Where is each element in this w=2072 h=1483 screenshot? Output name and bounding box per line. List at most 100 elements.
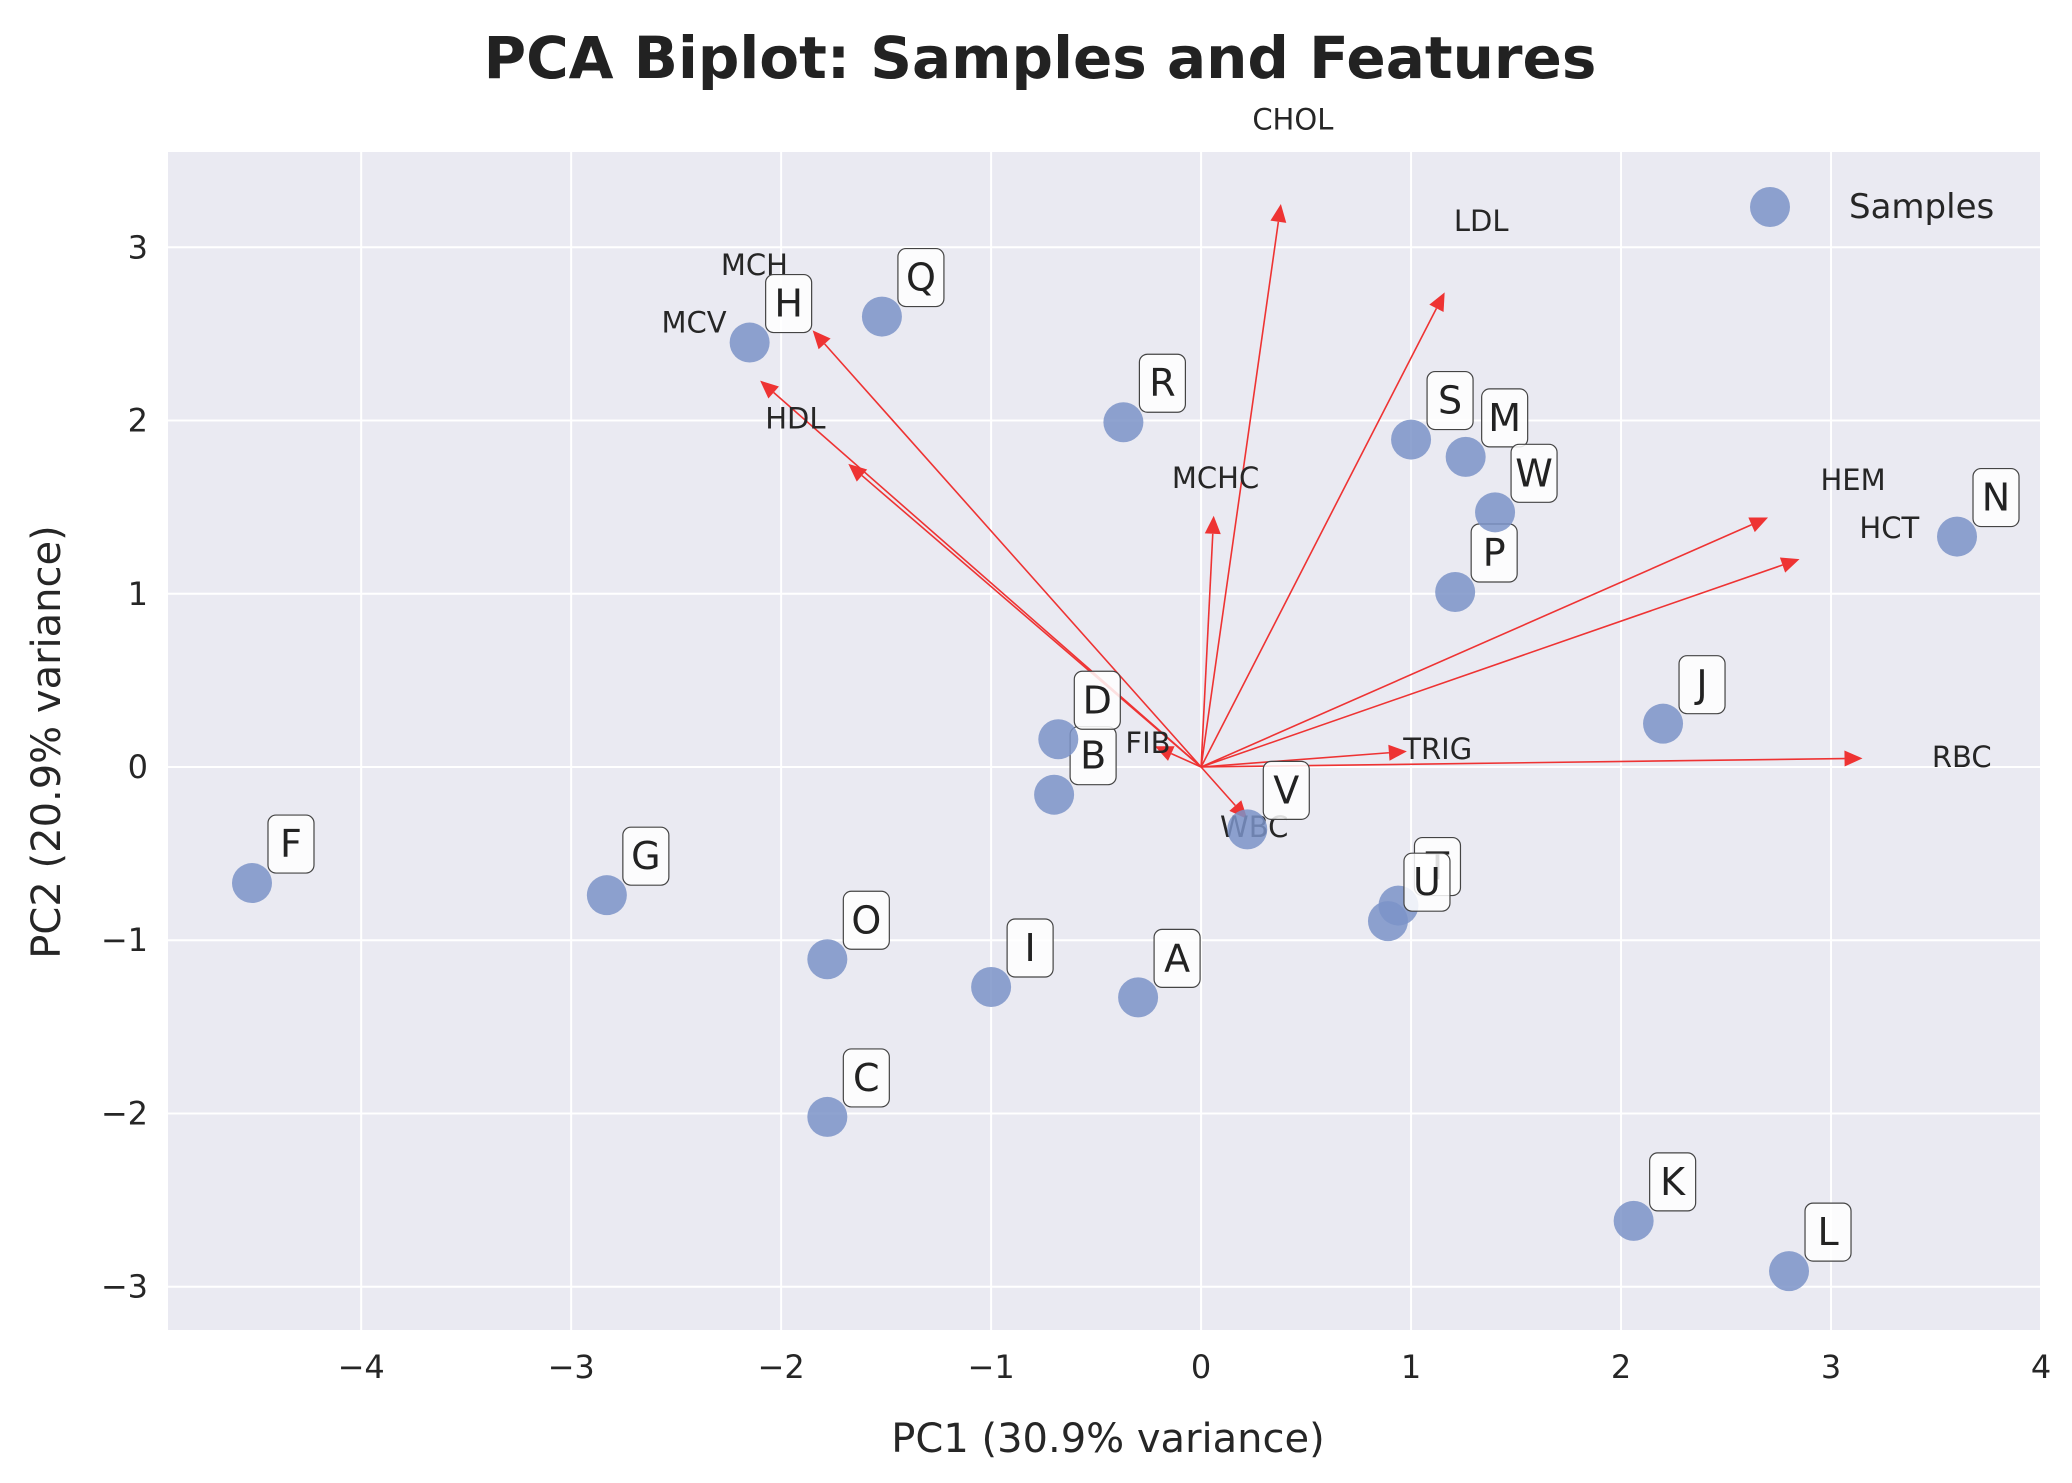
sample-point-k — [1613, 1200, 1654, 1241]
legend-marker — [1750, 187, 1790, 227]
feature-arrow-hct — [1200, 564, 1783, 768]
chart-title: PCA Biplot: Samples and Features — [484, 24, 1597, 92]
sample-label-r: R — [1149, 361, 1175, 405]
arrowhead-hct — [1779, 557, 1800, 573]
sample-point-a — [1118, 977, 1159, 1018]
arrowhead-trig — [1388, 744, 1407, 761]
feature-label-hdl: HDL — [765, 401, 825, 435]
sample-points: ABCDFGHIJKLMNOPQRSTUVW — [231, 247, 2020, 1292]
feature-label-trig: TRIG — [1402, 732, 1472, 766]
sample-label-box — [1153, 928, 1201, 988]
sample-label-box — [1426, 370, 1474, 431]
x-tick-label: −3 — [548, 1348, 595, 1386]
feature-arrow-hem — [1200, 524, 1752, 768]
feature-arrow-mchc — [1200, 533, 1214, 768]
sample-point-h — [729, 322, 770, 363]
sample-point-o — [807, 939, 848, 980]
x-tick-label: 1 — [1401, 1348, 1421, 1386]
sample-label-box — [842, 1048, 890, 1108]
x-tick-label: 3 — [1821, 1348, 1841, 1386]
arrowhead-fib — [1154, 746, 1175, 761]
sample-label-box — [1138, 353, 1186, 413]
y-tick-label: −3 — [101, 1268, 148, 1306]
arrowhead-hem — [1748, 517, 1769, 533]
feature-arrow-chol — [1200, 221, 1280, 768]
feature-arrow-hdl — [861, 474, 1202, 768]
sample-point-j — [1643, 703, 1684, 744]
sample-label-p: P — [1483, 531, 1506, 575]
sample-label-d: D — [1083, 678, 1112, 722]
sample-label-box — [765, 273, 813, 334]
feature-arrow-wbc — [1200, 766, 1236, 807]
sample-point-v — [1227, 809, 1268, 850]
sample-point-l — [1769, 1251, 1810, 1292]
sample-label-box — [1481, 388, 1529, 448]
x-tick-label: −4 — [338, 1348, 385, 1386]
feature-arrow-mch — [823, 343, 1202, 768]
arrowhead-mcv — [760, 380, 779, 399]
feature-label-mchc: MCHC — [1172, 461, 1259, 495]
sample-point-g — [586, 875, 627, 916]
sample-label-b: B — [1080, 734, 1106, 778]
sample-label-box — [897, 247, 945, 308]
sample-label-box — [1678, 655, 1726, 715]
sample-label-box — [622, 826, 670, 886]
feature-label-hct: HCT — [1859, 511, 1919, 545]
feature-label-fib: FIB — [1125, 726, 1170, 760]
sample-label-j: J — [1694, 663, 1707, 707]
x-tick-label: −2 — [758, 1348, 805, 1386]
arrowhead-mch — [812, 330, 831, 350]
sample-label-q: Q — [906, 256, 936, 300]
sample-label-f: F — [280, 822, 302, 866]
feature-arrow-fib — [1170, 752, 1202, 768]
sample-point-q — [861, 296, 902, 337]
feature-label-mcv: MCV — [661, 306, 726, 340]
sample-point-p — [1435, 572, 1476, 613]
y-tick-label: 2 — [128, 402, 148, 440]
sample-label-l: L — [1817, 1210, 1838, 1254]
x-tick-label: 0 — [1191, 1348, 1211, 1386]
arrowhead-mchc — [1204, 515, 1221, 535]
sample-label-box — [1972, 467, 2020, 528]
sample-label-h: H — [774, 282, 803, 326]
y-tick-label: 0 — [128, 748, 148, 786]
feature-label-rbc: RBC — [1932, 740, 1992, 774]
legend: Samples — [1750, 187, 1994, 227]
sample-label-a: A — [1164, 936, 1190, 980]
y-tick-label: −2 — [101, 1094, 148, 1132]
sample-label-w: W — [1515, 451, 1553, 495]
feature-label-hem: HEM — [1820, 463, 1885, 497]
sample-label-i: I — [1025, 926, 1036, 970]
sample-label-m: M — [1488, 396, 1521, 440]
arrowhead-chol — [1270, 203, 1287, 223]
sample-label-box — [267, 814, 315, 874]
sample-label-v: V — [1273, 768, 1299, 812]
sample-label-c: C — [853, 1056, 880, 1100]
sample-point-u — [1367, 901, 1408, 942]
y-axis-label: PC2 (20.9% variance) — [24, 525, 70, 958]
feature-arrow-trig — [1201, 751, 1389, 768]
sample-label-box — [842, 890, 890, 950]
x-tick-label: −1 — [968, 1348, 1015, 1386]
sample-label-o: O — [851, 898, 881, 942]
sample-point-c — [807, 1096, 848, 1137]
x-tick-label: 4 — [2031, 1348, 2051, 1386]
x-tick-label: 2 — [1611, 1348, 1631, 1386]
y-tick-label: 1 — [128, 575, 148, 613]
y-tick-label: −1 — [101, 921, 148, 959]
sample-point-n — [1937, 516, 1978, 557]
arrowhead-hdl — [848, 463, 868, 482]
sample-label-k: K — [1660, 1160, 1686, 1204]
sample-point-m — [1445, 436, 1486, 477]
sample-point-f — [231, 863, 272, 904]
x-axis-label: PC1 (30.9% variance) — [891, 1416, 1324, 1462]
tick-labels: −4 −3 −2 −1 0 1 2 3 4 −3 −2 −1 0 1 2 3 — [101, 228, 2051, 1386]
sample-point-i — [971, 966, 1012, 1007]
sample-label-box — [1510, 443, 1558, 503]
feature-arrow-mcv — [773, 391, 1202, 768]
arrowhead-ldl — [1429, 292, 1445, 312]
y-tick-label: 3 — [128, 228, 148, 266]
sample-label-g: G — [631, 834, 660, 878]
sample-point-s — [1391, 419, 1432, 460]
